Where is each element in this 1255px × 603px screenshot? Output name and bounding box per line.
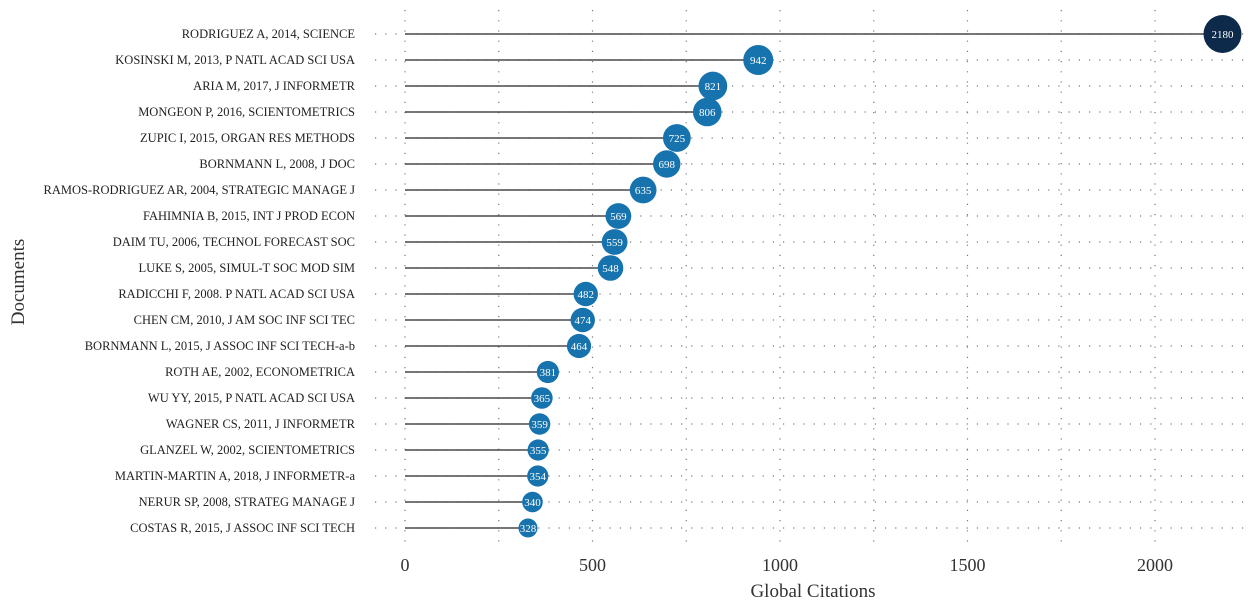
point-layer: 2180 942 821 806 725 698 635 569 559 548 482 474 464… xyxy=(518,15,1242,538)
document-label: MARTIN-MARTIN A, 2018, J INFORMETR-a xyxy=(115,469,356,483)
y-axis-title: Documents xyxy=(8,239,29,326)
data-label: 942 xyxy=(750,55,767,67)
stem-layer xyxy=(405,33,1223,529)
data-label: 340 xyxy=(524,497,541,509)
document-label: FAHIMNIA B, 2015, INT J PROD ECON xyxy=(143,209,355,223)
lollipop-point xyxy=(1203,15,1242,53)
document-label: RAMOS-RODRIGUEZ AR, 2004, STRATEGIC MANA… xyxy=(44,183,356,197)
document-label: LUKE S, 2005, SIMUL-T SOC MOD SIM xyxy=(139,261,355,275)
data-label: 381 xyxy=(540,367,557,379)
data-label: 355 xyxy=(530,445,547,457)
lollipop-point xyxy=(522,491,543,513)
document-label: GLANZEL W, 2002, SCIENTOMETRICS xyxy=(140,443,355,457)
document-label: KOSINSKI M, 2013, P NATL ACAD SCI USA xyxy=(115,53,355,67)
x-axis-title: Global Citations xyxy=(750,581,875,602)
lollipop-point xyxy=(566,333,592,359)
lollipop-point xyxy=(698,71,728,101)
data-label: 354 xyxy=(530,471,547,483)
document-label: ZUPIC I, 2015, ORGAN RES METHODS xyxy=(140,131,355,145)
data-label: 569 xyxy=(610,211,627,223)
document-label: DAIM TU, 2006, TECHNOL FORECAST SOC xyxy=(113,235,355,249)
x-tick-label: 0 xyxy=(401,555,410,575)
lollipop-point xyxy=(743,45,774,75)
x-tick-label: 2000 xyxy=(1137,555,1173,575)
data-label: 365 xyxy=(534,393,551,405)
lollipop-point xyxy=(692,97,722,127)
document-label: RADICCHI F, 2008. P NATL ACAD SCI USA xyxy=(118,287,355,301)
document-label: WU YY, 2015, P NATL ACAD SCI USA xyxy=(148,391,355,405)
lollipop-point xyxy=(570,307,595,333)
data-label: 328 xyxy=(520,523,537,535)
lollipop-point xyxy=(518,518,538,538)
data-label: 725 xyxy=(669,133,686,145)
lollipop-point xyxy=(653,150,681,178)
document-label: CHEN CM, 2010, J AM SOC INF SCI TEC xyxy=(134,313,355,327)
data-label: 635 xyxy=(635,185,652,197)
lollipop-point xyxy=(597,255,624,281)
x-tick-label: 500 xyxy=(579,555,606,575)
document-label: ARIA M, 2017, J INFORMETR xyxy=(193,79,355,93)
lollipop-point xyxy=(629,176,657,204)
document-label: RODRIGUEZ A, 2014, SCIENCE xyxy=(182,27,356,41)
document-labels: RODRIGUEZ A, 2014, SCIENCE KOSINSKI M, 20… xyxy=(44,27,356,535)
data-label: 464 xyxy=(571,341,588,353)
x-axis-ticks: 0 500 1000 1500 2000 xyxy=(401,555,1174,575)
document-label: COSTAS R, 2015, J ASSOC INF SCI TECH xyxy=(130,521,355,535)
data-label: 2180 xyxy=(1212,29,1235,41)
lollipop-point xyxy=(601,229,628,255)
lollipop-point xyxy=(528,413,551,435)
document-label: WAGNER CS, 2011, J INFORMETR xyxy=(166,417,356,431)
data-label: 474 xyxy=(575,315,592,327)
lollipop-point xyxy=(605,203,632,229)
data-label: 821 xyxy=(705,81,722,93)
document-label: BORNMANN L, 2008, J DOC xyxy=(199,157,355,171)
lollipop-point xyxy=(662,124,691,152)
data-label: 806 xyxy=(699,107,716,119)
data-label: 559 xyxy=(606,237,623,249)
data-label: 548 xyxy=(602,263,619,275)
data-label: 359 xyxy=(531,419,548,431)
lollipop-point xyxy=(573,281,598,307)
grid-layer xyxy=(375,10,1250,545)
lollipop-point xyxy=(536,360,559,384)
document-label: BORNMANN L, 2015, J ASSOC INF SCI TECH-a… xyxy=(85,339,355,353)
document-label: NERUR SP, 2008, STRATEG MANAGE J xyxy=(139,495,355,509)
lollipop-point xyxy=(527,465,549,487)
document-label: ROTH AE, 2002, ECONOMETRICA xyxy=(165,365,355,379)
data-label: 482 xyxy=(578,289,595,301)
lollipop-point xyxy=(531,387,553,409)
data-label: 698 xyxy=(659,159,676,171)
document-label: MONGEON P, 2016, SCIENTOMETRICS xyxy=(138,105,355,119)
x-tick-label: 1000 xyxy=(762,555,798,575)
lollipop-point xyxy=(527,439,549,461)
x-tick-label: 1500 xyxy=(950,555,986,575)
